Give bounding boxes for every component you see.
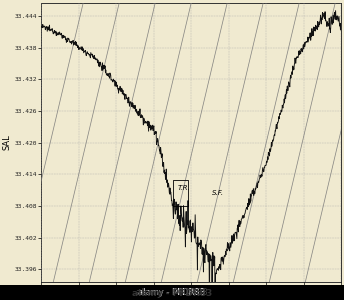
Text: alamy - PFDR83: alamy - PFDR83 [138,288,206,297]
Text: T.R.: T.R. [178,185,191,191]
Text: alamy - PFDR83: alamy - PFDR83 [136,288,208,297]
Text: alamy - PFDR83: alamy - PFDR83 [132,290,212,298]
Text: S.F.: S.F. [212,190,224,196]
Y-axis label: SAL: SAL [3,135,12,151]
